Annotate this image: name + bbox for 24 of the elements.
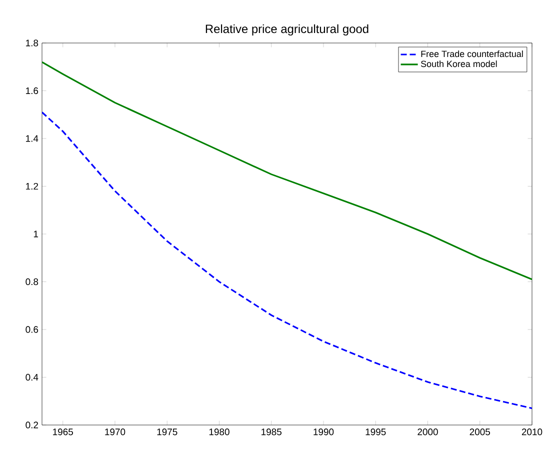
legend-label: South Korea model [420,60,497,68]
x-tick-label: 2000 [418,428,438,436]
y-tick-label: 1.4 [26,135,38,142]
y-tick-label: 1.2 [26,182,38,190]
y-tick-label: 1.8 [26,40,38,46]
y-tick-label: 0.4 [26,374,38,381]
line-series [42,111,532,410]
x-tick-label: 1975 [157,428,178,436]
x-tick-label: 1985 [262,428,282,436]
x-tick-label: 1970 [105,428,126,436]
y-tick-label: 1.6 [26,87,38,94]
chart-title: Relative price agricultural good [206,24,368,36]
y-tick-label: 0.8 [26,278,38,286]
x-tick-label: 2010 [522,428,542,436]
y-tick-label: 0.2 [26,422,38,428]
x-tick-label: 1995 [366,428,386,436]
line-series [42,61,532,280]
x-tick-label: 1990 [314,428,334,436]
x-tick-label: 1980 [209,428,230,436]
y-tick-label: 1 [34,230,38,238]
y-tick-label: 0.6 [26,326,38,333]
x-tick-label: 1965 [53,428,73,436]
legend-label: Free Trade counterfactual [421,50,523,58]
x-tick-label: 2005 [470,428,490,436]
